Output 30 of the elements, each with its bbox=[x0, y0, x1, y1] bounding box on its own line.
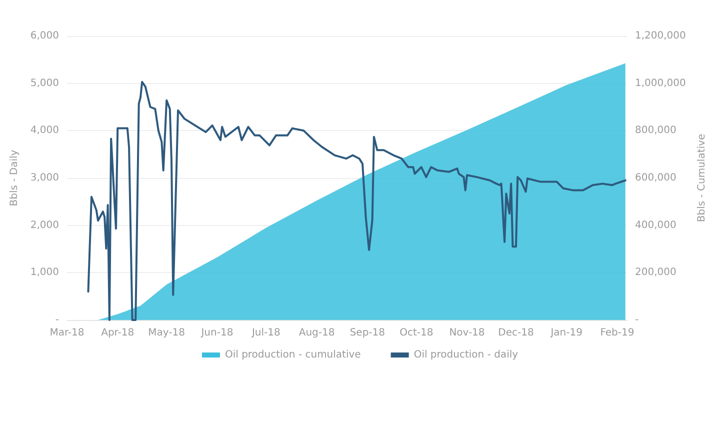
x-tick-label: Sep-18 bbox=[350, 328, 385, 338]
y2-tick-label: 1,200,000 bbox=[635, 30, 686, 42]
y-axis-title: Bbls - Daily bbox=[8, 150, 20, 206]
x-tick-label: Jan-19 bbox=[550, 328, 582, 338]
y2-tick-label: 200,000 bbox=[635, 267, 676, 278]
x-tick-label: Dec-18 bbox=[498, 328, 534, 338]
x-tick-label: May-18 bbox=[148, 328, 186, 338]
legend-label: Oil production - daily bbox=[414, 350, 518, 360]
x-tick-label: Apr-18 bbox=[101, 328, 134, 338]
y2-tick-label: 600,000 bbox=[635, 172, 676, 184]
y-tick-label: 5,000 bbox=[30, 78, 59, 89]
y-tick-label: 2,000 bbox=[30, 220, 59, 231]
x-tick-label: Aug-18 bbox=[298, 328, 335, 338]
y2-tick-label: - bbox=[635, 314, 639, 326]
y-tick-label: 6,000 bbox=[30, 30, 59, 42]
y-tick-label: 1,000 bbox=[30, 267, 59, 278]
y-tick-label: - bbox=[55, 314, 60, 326]
y2-tick-label: 400,000 bbox=[635, 220, 676, 231]
y2-tick-label: 800,000 bbox=[635, 125, 676, 136]
y2-tick-label: 1,000,000 bbox=[635, 78, 686, 89]
x-tick-label: Mar-18 bbox=[50, 328, 84, 338]
x-tick-label: Jun-18 bbox=[200, 328, 234, 338]
y2-axis-title: Bbls - Cumulative bbox=[696, 134, 708, 222]
x-tick-label: Oct-18 bbox=[400, 328, 434, 338]
legend-label: Oil production - cumulative bbox=[224, 350, 361, 360]
y-tick-label: 3,000 bbox=[30, 172, 59, 184]
y-tick-label: 4,000 bbox=[30, 125, 59, 136]
x-tick-label: Nov-18 bbox=[449, 328, 485, 338]
x-tick-label: Feb-19 bbox=[600, 328, 634, 338]
x-tick-label: Jul-18 bbox=[250, 328, 280, 338]
